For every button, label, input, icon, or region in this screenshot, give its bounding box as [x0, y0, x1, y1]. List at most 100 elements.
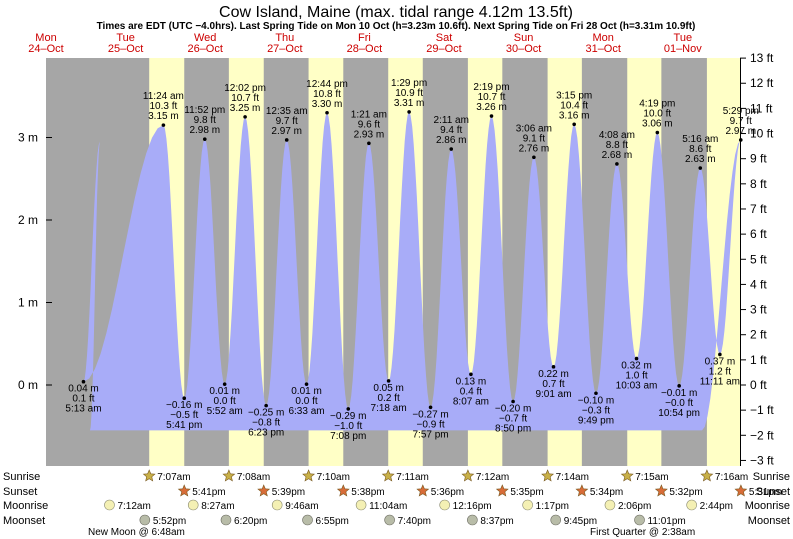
- axes: 3 m 2 m 1 m 0 m 13 ft 12 ft 11 ft 10 ft 9 ft 8 ft…: [18, 51, 774, 467]
- sunrise-icon: [700, 469, 714, 482]
- tide-point: [698, 166, 703, 170]
- tide-curve: [83, 111, 741, 431]
- tide-label: 3.16 m: [559, 110, 590, 121]
- right-tick-label: 6 ft: [750, 227, 767, 241]
- tide-label: 6:23 pm: [248, 428, 284, 439]
- tide-label: 5:16 am: [682, 134, 718, 145]
- right-tick-label: 10 ft: [750, 127, 774, 141]
- tide-label: −0.25 m: [248, 408, 284, 419]
- tide-point: [551, 365, 556, 369]
- tide-point: [367, 141, 371, 146]
- day-date: 24–Oct: [28, 43, 63, 55]
- tide-label: 9.6 ft: [358, 119, 380, 130]
- day-name: Fri: [358, 32, 371, 44]
- moonrise-time: 8:27am: [201, 501, 234, 512]
- left-tick-label: 1 m: [18, 296, 38, 310]
- sunset-icon: [495, 484, 509, 497]
- row-label-left: Moonrise: [3, 500, 48, 512]
- moon-phase-new: New Moon @ 6:48am: [88, 527, 185, 538]
- tide-label: −0.20 m: [495, 404, 531, 415]
- tide-point: [81, 379, 86, 384]
- tide-label: 2:11 am: [434, 115, 469, 126]
- tide-label: 7:08 pm: [330, 431, 366, 442]
- tide-label: 0.4 ft: [460, 386, 482, 397]
- tide-point: [469, 372, 473, 377]
- tide-label: 1.2 ft: [709, 366, 731, 377]
- tide-label: 3.15 m: [148, 111, 179, 122]
- tide-label: 1:29 pm: [391, 78, 427, 89]
- tide-label: −0.16 m: [166, 400, 202, 411]
- moonrise-icon: [686, 499, 697, 511]
- tide-label: −0.10 m: [578, 395, 614, 406]
- moonset-icon: [384, 514, 395, 526]
- right-tick-label: 13 ft: [750, 51, 774, 65]
- tide-label: 10.8 ft: [313, 89, 341, 100]
- day-name: Tue: [674, 32, 693, 44]
- tide-label: 0.7 ft: [542, 379, 564, 390]
- tide-label: 8.8 ft: [606, 140, 628, 151]
- tide-point: [202, 137, 207, 141]
- moonset-icon: [467, 514, 478, 526]
- row-label-left: Sunrise: [3, 471, 40, 483]
- tide-point: [572, 122, 576, 127]
- tide-label: 11:24 am: [143, 91, 184, 102]
- tide-point: [532, 155, 536, 160]
- tide-point: [346, 407, 351, 411]
- tide-label: 10.9 ft: [395, 88, 423, 99]
- day-name: Tue: [116, 32, 135, 44]
- right-tick-label: −3 ft: [750, 453, 774, 467]
- right-tick-label: 8 ft: [750, 177, 767, 191]
- sunset-time: 5:32pm: [669, 487, 702, 498]
- tide-label: 8:50 pm: [495, 424, 531, 435]
- tide-point: [222, 382, 227, 386]
- right-tick-label: 2 ft: [750, 328, 767, 342]
- sunrise-time: 7:11am: [396, 472, 429, 483]
- right-tick-label: 5 ft: [750, 252, 767, 266]
- tide-label: 12:44 pm: [306, 79, 348, 90]
- moonrise-icon: [604, 499, 616, 511]
- sunset-time: 5:35pm: [510, 487, 543, 498]
- tide-label: 0.0 ft: [295, 396, 317, 407]
- right-tick-label: 4 ft: [750, 277, 767, 291]
- tide-label: 5:41 pm: [166, 420, 202, 431]
- row-label-right: Moonset: [748, 515, 790, 527]
- sunrise-icon: [461, 469, 475, 482]
- day-headers: Mon24–OctTue25–OctWed26–OctThu27–OctFri2…: [28, 32, 702, 55]
- tide-label: 10.4 ft: [560, 100, 588, 111]
- tide-label: 12:35 am: [266, 106, 308, 117]
- sunrise-icon: [541, 469, 555, 482]
- moonset-time: 8:37pm: [480, 516, 513, 527]
- sunset-time: 5:36pm: [431, 487, 464, 498]
- day-date: 31–Oct: [585, 43, 620, 55]
- row-label-left: Sunset: [3, 486, 37, 498]
- moonrise-icon: [355, 499, 367, 511]
- tide-label: 2.97 m: [271, 126, 302, 137]
- moonset-time: 7:40pm: [398, 516, 431, 527]
- tide-point: [243, 115, 247, 119]
- tide-label: 10.7 ft: [478, 92, 506, 103]
- tide-point: [182, 396, 187, 401]
- moonset-icon: [634, 514, 645, 526]
- sunset-icon: [336, 484, 350, 497]
- tide-label: 10.3 ft: [150, 101, 178, 112]
- day-name: Mon: [592, 32, 613, 44]
- right-tick-label: 9 ft: [750, 152, 767, 166]
- row-label-left: Moonset: [3, 515, 45, 527]
- tide-label: 1:21 am: [351, 109, 387, 120]
- sunrise-icon: [222, 469, 236, 482]
- tide-label: 11:52 pm: [184, 105, 225, 116]
- moonset-icon: [550, 514, 562, 526]
- moonset-time: 5:52pm: [153, 516, 186, 527]
- moon-phase-first-quarter: First Quarter @ 2:38am: [590, 527, 695, 538]
- tide-label: 12:02 pm: [224, 83, 266, 94]
- moonrise-time: 11:04am: [369, 501, 407, 512]
- tide-label: −0.8 ft: [252, 418, 280, 429]
- tide-point: [489, 114, 494, 118]
- tide-label: 2:19 pm: [473, 82, 509, 93]
- tide-label: −0.5 ft: [170, 410, 198, 421]
- moonrise-icon: [104, 499, 115, 511]
- sunset-icon: [654, 484, 668, 497]
- day-name: Thu: [275, 32, 294, 44]
- tide-label: 0.1 ft: [72, 394, 94, 405]
- row-label-right: Moonrise: [745, 500, 790, 512]
